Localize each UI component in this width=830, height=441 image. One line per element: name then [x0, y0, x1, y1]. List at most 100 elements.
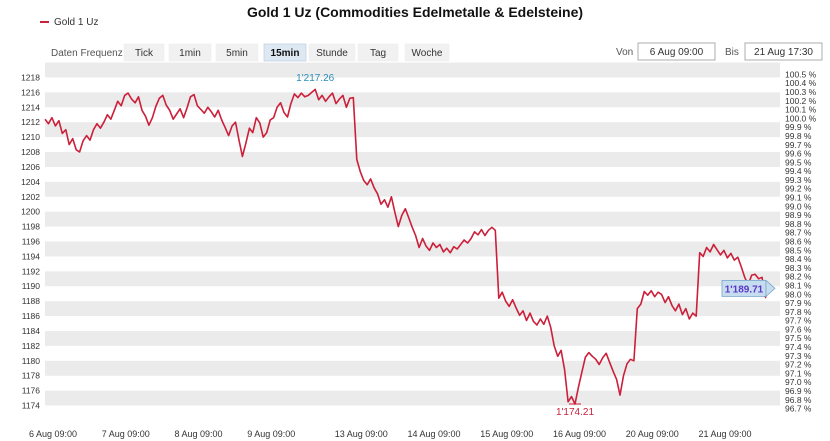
y-tick-label: 1208 — [21, 147, 40, 157]
y2-tick-label: 99.3 % — [785, 175, 812, 185]
x-tick-label: 7 Aug 09:00 — [102, 429, 150, 439]
grid-bands — [45, 62, 780, 406]
frequency-button-label: Tick — [135, 48, 154, 59]
series-line — [44, 88, 770, 405]
y2-tick-label: 96.7 % — [785, 404, 812, 414]
last-value-pointer — [765, 279, 776, 298]
y2-tick-label: 100.0 % — [785, 113, 817, 123]
y2-tick-label: 98.3 % — [785, 263, 812, 273]
y2-tick-label: 99.0 % — [785, 201, 812, 211]
y2-tick-label: 100.5 % — [785, 69, 817, 79]
y-tick-label: 1196 — [22, 237, 41, 247]
y2-tick-label: 98.8 % — [785, 219, 812, 229]
grid-band — [45, 122, 780, 138]
y2-tick-label: 96.9 % — [785, 386, 812, 396]
y2-tick-label: 97.2 % — [785, 360, 812, 370]
high-value-label: 1'217.26 — [296, 73, 334, 84]
to-date-input[interactable] — [744, 42, 823, 61]
from-date-input[interactable] — [637, 42, 716, 61]
grid-band — [45, 360, 780, 376]
y2-tick-label: 99.7 % — [785, 140, 812, 150]
x-tick-label: 21 Aug 09:00 — [698, 429, 751, 439]
y-tick-label: 1180 — [22, 356, 41, 366]
y-tick-label: 1200 — [21, 207, 40, 217]
grid-band — [45, 62, 780, 78]
y2-tick-label: 99.6 % — [785, 149, 812, 159]
frequency-button-label: Stunde — [316, 48, 348, 59]
y2-tick-label: 97.1 % — [785, 368, 812, 378]
x-tick-label: 8 Aug 09:00 — [174, 429, 222, 439]
frequency-button-tick[interactable] — [123, 43, 165, 62]
legend-label: Gold 1 Uz — [54, 17, 98, 28]
frequency-button-stunde[interactable] — [308, 43, 356, 62]
frequency-button-15min[interactable] — [263, 43, 307, 62]
x-tick-label: 9 Aug 09:00 — [247, 429, 295, 439]
from-label: Von — [616, 47, 633, 58]
frequency-button-group: Tick 1min 5min 15min Stunde Tag Woche — [123, 43, 450, 62]
y2-tick-label: 100.1 % — [785, 105, 817, 115]
x-tick-label: 16 Aug 09:00 — [553, 429, 606, 439]
y2-tick-label: 97.0 % — [785, 377, 812, 387]
y2-tick-label: 98.1 % — [785, 280, 812, 290]
grid-band — [45, 181, 780, 197]
grid-band — [45, 211, 780, 227]
y2-tick-label: 100.4 % — [785, 78, 817, 88]
y-tick-label: 1204 — [21, 177, 40, 187]
x-tick-label: 20 Aug 09:00 — [626, 429, 679, 439]
y2-tick-label: 97.5 % — [785, 333, 812, 343]
y2-tick-label: 99.5 % — [785, 157, 812, 167]
from-date-value: 6 Aug 09:00 — [650, 47, 704, 58]
frequency-controls: Daten Frequenz Tick 1min 5min 15min Stunde Ta… — [51, 42, 823, 62]
annotations: 1'217.26 1'174.21 1'189.71 — [296, 73, 776, 418]
x-tick-label: 6 Aug 09:00 — [29, 429, 77, 439]
grid-band — [45, 152, 780, 167]
chart-title: Gold 1 Uz (Commodities Edelmetalle & Ede… — [247, 4, 583, 20]
y2-tick-label: 98.9 % — [785, 210, 812, 220]
grid-band — [45, 241, 780, 257]
y2-tick-label: 99.4 % — [785, 166, 812, 176]
frequency-button-tag[interactable] — [357, 43, 399, 62]
y2-tick-label: 97.7 % — [785, 316, 812, 326]
y2-axis-ticks: 96.7 %96.8 %96.9 %97.0 %97.1 %97.2 %97.3… — [785, 69, 817, 413]
y-tick-label: 1184 — [22, 326, 41, 336]
y2-tick-label: 98.7 % — [785, 228, 812, 238]
y2-tick-label: 98.0 % — [785, 289, 812, 299]
y-tick-label: 1194 — [22, 251, 41, 261]
low-value-label: 1'174.21 — [556, 407, 594, 418]
y-tick-label: 1218 — [21, 72, 40, 82]
frequency-button-1min[interactable] — [168, 43, 212, 62]
y2-tick-label: 98.6 % — [785, 237, 812, 247]
grid-band — [45, 92, 780, 108]
to-label: Bis — [725, 47, 739, 58]
y2-tick-label: 97.4 % — [785, 342, 812, 352]
y-tick-label: 1202 — [21, 192, 40, 202]
y2-tick-label: 97.9 % — [785, 298, 812, 308]
y-tick-label: 1186 — [22, 311, 41, 321]
y2-tick-label: 99.1 % — [785, 193, 812, 203]
y-axis-ticks: 1174 1176 1178 1180 1182 1184 1186 1188 1190 1192… — [21, 72, 40, 410]
frequency-button-label: Woche — [412, 48, 443, 59]
frequency-label: Daten Frequenz — [51, 48, 123, 59]
y2-tick-label: 98.2 % — [785, 272, 812, 282]
y2-tick-label: 98.4 % — [785, 254, 812, 264]
y-tick-label: 1206 — [21, 162, 40, 172]
y-tick-label: 1174 — [22, 401, 41, 411]
grid-band — [45, 271, 780, 287]
y-tick-label: 1212 — [21, 117, 40, 127]
y2-tick-label: 100.2 % — [785, 96, 817, 106]
y-tick-label: 1210 — [21, 132, 40, 142]
y2-tick-label: 96.8 % — [785, 395, 812, 405]
frequency-button-5min[interactable] — [215, 43, 259, 62]
y-tick-label: 1182 — [22, 341, 41, 351]
grid-band — [45, 390, 780, 406]
y2-tick-label: 100.3 % — [785, 87, 817, 97]
frequency-button-label: Tag — [370, 48, 386, 59]
frequency-button-woche[interactable] — [404, 43, 450, 62]
y2-tick-label: 97.3 % — [785, 351, 812, 361]
y2-tick-label: 97.8 % — [785, 307, 812, 317]
to-date-value: 21 Aug 17:30 — [754, 47, 813, 58]
y2-tick-label: 99.2 % — [785, 184, 812, 194]
x-tick-label: 13 Aug 09:00 — [335, 429, 388, 439]
series-group — [44, 88, 770, 405]
frequency-button-label: 1min — [179, 48, 201, 59]
